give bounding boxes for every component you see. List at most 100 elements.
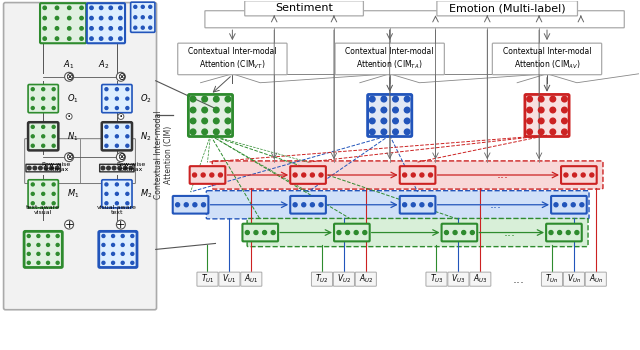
FancyBboxPatch shape: [102, 84, 132, 113]
Circle shape: [126, 202, 129, 205]
Circle shape: [412, 173, 415, 177]
Circle shape: [102, 261, 105, 264]
Circle shape: [337, 231, 341, 234]
Circle shape: [271, 231, 275, 234]
FancyBboxPatch shape: [131, 2, 155, 32]
Circle shape: [131, 252, 134, 256]
Circle shape: [453, 231, 457, 234]
Circle shape: [37, 244, 40, 246]
Circle shape: [55, 27, 59, 30]
Circle shape: [549, 231, 553, 234]
Text: $V_{U2}$: $V_{U2}$: [337, 273, 351, 285]
Circle shape: [47, 244, 49, 246]
Circle shape: [564, 173, 568, 177]
Text: $M_2$: $M_2$: [140, 188, 152, 200]
Circle shape: [109, 37, 113, 40]
Circle shape: [590, 173, 594, 177]
Circle shape: [44, 166, 48, 170]
Circle shape: [31, 97, 35, 100]
FancyBboxPatch shape: [40, 3, 86, 43]
Circle shape: [420, 173, 424, 177]
Circle shape: [148, 26, 152, 29]
FancyBboxPatch shape: [173, 196, 209, 214]
Circle shape: [80, 27, 83, 30]
Circle shape: [121, 261, 124, 264]
Circle shape: [527, 96, 532, 102]
Circle shape: [214, 107, 219, 113]
FancyBboxPatch shape: [87, 3, 125, 43]
Circle shape: [293, 173, 297, 177]
Circle shape: [56, 261, 59, 264]
Circle shape: [404, 107, 410, 113]
Circle shape: [28, 244, 30, 246]
Circle shape: [121, 252, 124, 256]
Circle shape: [580, 203, 584, 207]
Text: ...: ...: [496, 168, 508, 182]
FancyBboxPatch shape: [24, 231, 62, 267]
Circle shape: [184, 203, 188, 207]
Text: ⊗: ⊗: [65, 72, 73, 82]
Text: $T_{U1}$: $T_{U1}$: [201, 273, 214, 285]
Circle shape: [134, 5, 137, 8]
Text: Emotion (Multi-label): Emotion (Multi-label): [449, 4, 566, 13]
Circle shape: [393, 96, 398, 102]
Circle shape: [126, 193, 129, 195]
FancyBboxPatch shape: [470, 272, 491, 286]
Circle shape: [68, 6, 71, 9]
Circle shape: [550, 129, 556, 135]
Circle shape: [225, 129, 230, 135]
Circle shape: [42, 202, 45, 205]
Circle shape: [527, 118, 532, 124]
Circle shape: [581, 173, 585, 177]
Circle shape: [563, 203, 566, 207]
Circle shape: [121, 244, 124, 246]
Circle shape: [175, 203, 180, 207]
Circle shape: [68, 16, 71, 20]
Circle shape: [65, 72, 74, 81]
Circle shape: [56, 252, 59, 256]
Text: $N_2$: $N_2$: [140, 130, 152, 142]
Text: ⊗: ⊗: [117, 72, 125, 82]
Circle shape: [562, 129, 567, 135]
Circle shape: [538, 107, 544, 113]
Circle shape: [90, 27, 93, 30]
FancyBboxPatch shape: [188, 94, 232, 136]
Circle shape: [80, 6, 83, 9]
Circle shape: [363, 231, 367, 234]
Circle shape: [52, 125, 55, 128]
Circle shape: [109, 16, 113, 20]
Circle shape: [105, 183, 108, 186]
FancyBboxPatch shape: [561, 166, 596, 184]
Circle shape: [55, 37, 59, 40]
Circle shape: [131, 261, 134, 264]
Circle shape: [55, 16, 59, 20]
Circle shape: [412, 203, 415, 207]
Circle shape: [116, 220, 125, 229]
Circle shape: [550, 118, 556, 124]
Circle shape: [527, 107, 532, 113]
Circle shape: [31, 183, 35, 186]
Circle shape: [116, 72, 125, 81]
Circle shape: [319, 203, 323, 207]
Text: +: +: [65, 219, 74, 230]
Circle shape: [115, 135, 118, 138]
Text: $V_{Un}$: $V_{Un}$: [567, 273, 581, 285]
Circle shape: [43, 16, 46, 20]
FancyBboxPatch shape: [100, 164, 134, 172]
Circle shape: [66, 113, 72, 119]
FancyBboxPatch shape: [244, 1, 364, 16]
FancyBboxPatch shape: [219, 272, 240, 286]
Circle shape: [566, 231, 570, 234]
Circle shape: [210, 173, 214, 177]
Circle shape: [115, 144, 118, 147]
Circle shape: [52, 202, 55, 205]
Text: Row-wise: Row-wise: [116, 162, 145, 167]
Circle shape: [141, 26, 144, 29]
Text: softmax: softmax: [44, 167, 69, 172]
Circle shape: [43, 37, 46, 40]
Circle shape: [102, 244, 105, 246]
Circle shape: [107, 166, 110, 170]
Text: $N_1$: $N_1$: [67, 130, 79, 142]
Circle shape: [52, 144, 55, 147]
Circle shape: [52, 106, 55, 110]
